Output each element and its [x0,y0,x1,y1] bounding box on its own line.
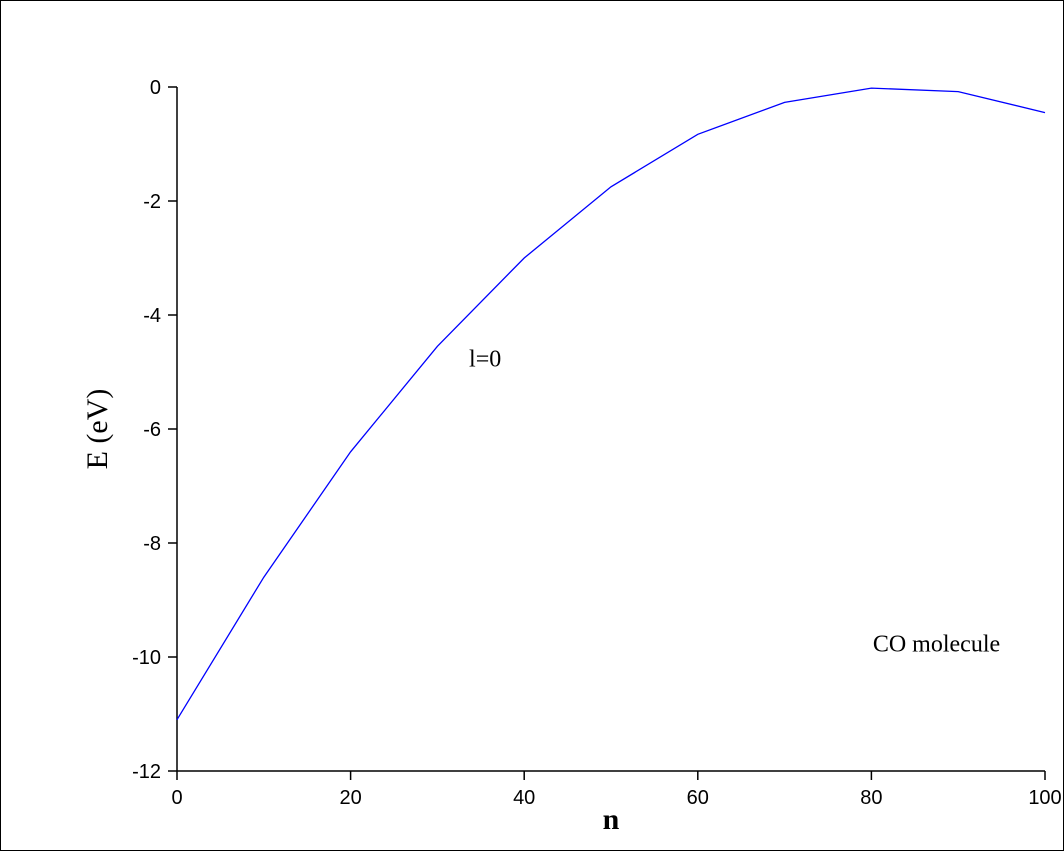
x-tick-label: 0 [171,787,182,809]
y-tick-label: -12 [132,761,161,783]
axes [176,87,1045,772]
ticks: 0 -2 -4 -6 -8 -10 -12 0 20 40 60 80 100 [132,77,1062,809]
y-tick-label: -2 [143,191,161,213]
y-tick-label: -8 [143,533,161,555]
annotation-label: CO molecule [873,631,1000,657]
y-tick-label: 0 [150,77,161,99]
series-line [176,87,1046,721]
x-tick-label: 100 [1028,787,1061,809]
y-tick-label: -4 [143,305,161,327]
annotation-label: l=0 [469,346,501,372]
y-tick-label: -6 [143,419,161,441]
x-tick-label: 20 [339,787,361,809]
x-tick-label: 60 [687,787,709,809]
y-tick-label: -10 [132,647,161,669]
x-tick-label: 40 [513,787,535,809]
labels-group: n E (eV) l=0 CO molecule [81,346,1000,836]
series-group [176,87,1046,721]
y-axis-title: E (eV) [81,389,114,470]
x-tick-label: 80 [860,787,882,809]
x-axis-title: n [603,803,620,836]
